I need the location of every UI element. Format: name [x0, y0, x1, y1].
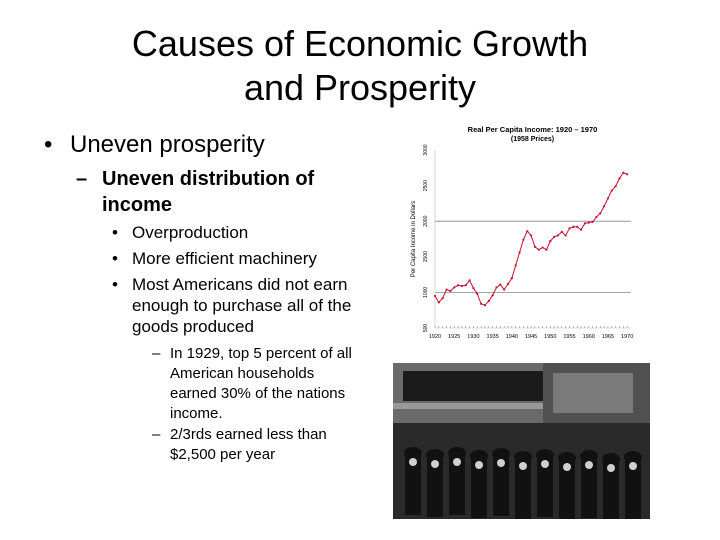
data-point — [526, 230, 529, 233]
bullet-mark: – — [152, 345, 161, 362]
data-point — [618, 177, 621, 180]
data-point — [441, 296, 444, 300]
data-point — [483, 304, 487, 307]
data-point — [487, 299, 490, 303]
data-point — [510, 277, 513, 280]
breadline-photo — [393, 363, 650, 519]
x-tick-label: 1940 — [506, 334, 518, 340]
data-point — [606, 197, 610, 200]
data-point — [610, 189, 613, 192]
data-point — [476, 292, 479, 295]
x-tick-label: 1920 — [429, 334, 441, 340]
data-point — [591, 220, 594, 224]
x-tick-label: 1955 — [563, 334, 575, 340]
data-point — [437, 301, 440, 304]
slide-title-line1: Causes of Economic Growth — [131, 23, 589, 64]
income-series-line — [434, 172, 628, 306]
data-point — [464, 284, 467, 287]
data-point — [560, 230, 563, 233]
bullet-text: More efficient machinery — [132, 249, 317, 268]
data-point — [472, 287, 475, 290]
x-tick-label: 1925 — [448, 334, 460, 340]
bullet-mark: – — [152, 426, 161, 443]
data-point — [614, 185, 617, 188]
data-point — [537, 248, 540, 251]
data-point — [541, 246, 544, 249]
data-point — [460, 284, 464, 288]
data-point — [579, 228, 583, 231]
bullet-mark: • — [112, 223, 118, 242]
data-point — [602, 205, 606, 208]
data-point — [468, 279, 471, 282]
x-tick-label: 1945 — [525, 334, 537, 340]
data-point — [576, 225, 579, 228]
x-tick-label: 1930 — [467, 334, 479, 340]
y-tick-label: 2000 — [423, 215, 429, 226]
chart-ylabel: Per Capita Income in Dollars — [411, 201, 417, 277]
data-point — [568, 227, 571, 230]
x-tick-label: 1950 — [544, 334, 556, 340]
bullet-text: Most Americans did not earn enough to pu… — [132, 275, 352, 336]
chart-title: Real Per Capita Income: 1920 – 1970 — [468, 125, 598, 134]
data-point — [518, 251, 521, 254]
x-tick-label: 1970 — [621, 334, 633, 340]
y-tick-label: 3000 — [423, 144, 429, 155]
y-tick-label: 500 — [423, 324, 429, 333]
income-chart: Real Per Capita Income: 1920 – 1970 (1958… — [405, 120, 640, 352]
data-point — [556, 234, 560, 237]
bullet-text: Uneven prosperity — [70, 131, 265, 158]
data-point — [433, 294, 437, 298]
data-point — [529, 234, 533, 237]
bullet-text: Uneven distribution of income — [102, 168, 315, 216]
data-point — [456, 284, 460, 287]
data-point — [622, 171, 625, 174]
data-point — [453, 286, 456, 289]
x-tick-label: 1935 — [487, 334, 499, 340]
x-tick-label: 1960 — [583, 334, 595, 340]
data-point — [587, 221, 590, 224]
data-point — [626, 173, 629, 176]
slide-title: Causes of Economic Growth and Prosperity — [90, 22, 630, 110]
y-tick-label: 2500 — [423, 180, 429, 191]
bullet-mark: • — [44, 131, 53, 158]
data-point — [595, 215, 598, 219]
bullet-text: 2/3rds earned less than $2,500 per year — [170, 426, 327, 463]
data-point — [491, 294, 494, 297]
y-tick-label: 1500 — [423, 251, 429, 262]
data-point — [480, 302, 483, 305]
data-point — [572, 225, 575, 228]
bullet-mark: – — [76, 168, 88, 190]
data-point — [503, 288, 506, 291]
data-point — [506, 282, 510, 285]
data-point — [545, 248, 548, 251]
data-point — [449, 289, 452, 293]
bullet-text: In 1929, top 5 percent of all American h… — [170, 345, 352, 422]
bullet-mark: • — [112, 249, 118, 268]
x-tick-label: 1965 — [602, 334, 614, 340]
bullet-text: Overproduction — [132, 223, 249, 242]
data-point — [583, 222, 586, 225]
slide-title-line2: and Prosperity — [243, 67, 477, 108]
data-point — [522, 238, 525, 241]
data-point — [564, 234, 567, 237]
data-point — [514, 264, 517, 267]
data-point — [533, 245, 537, 248]
y-tick-label: 1000 — [423, 287, 429, 298]
data-point — [499, 283, 502, 286]
data-point — [495, 286, 498, 289]
data-point — [599, 212, 602, 215]
breadline-photo-icon — [393, 363, 650, 519]
data-point — [553, 235, 556, 238]
data-point — [445, 288, 448, 291]
bullet-mark: • — [112, 275, 118, 294]
data-point — [549, 240, 552, 243]
income-line-chart: Real Per Capita Income: 1920 – 1970 (1958… — [411, 125, 633, 340]
chart-subtitle: (1958 Prices) — [511, 136, 554, 143]
